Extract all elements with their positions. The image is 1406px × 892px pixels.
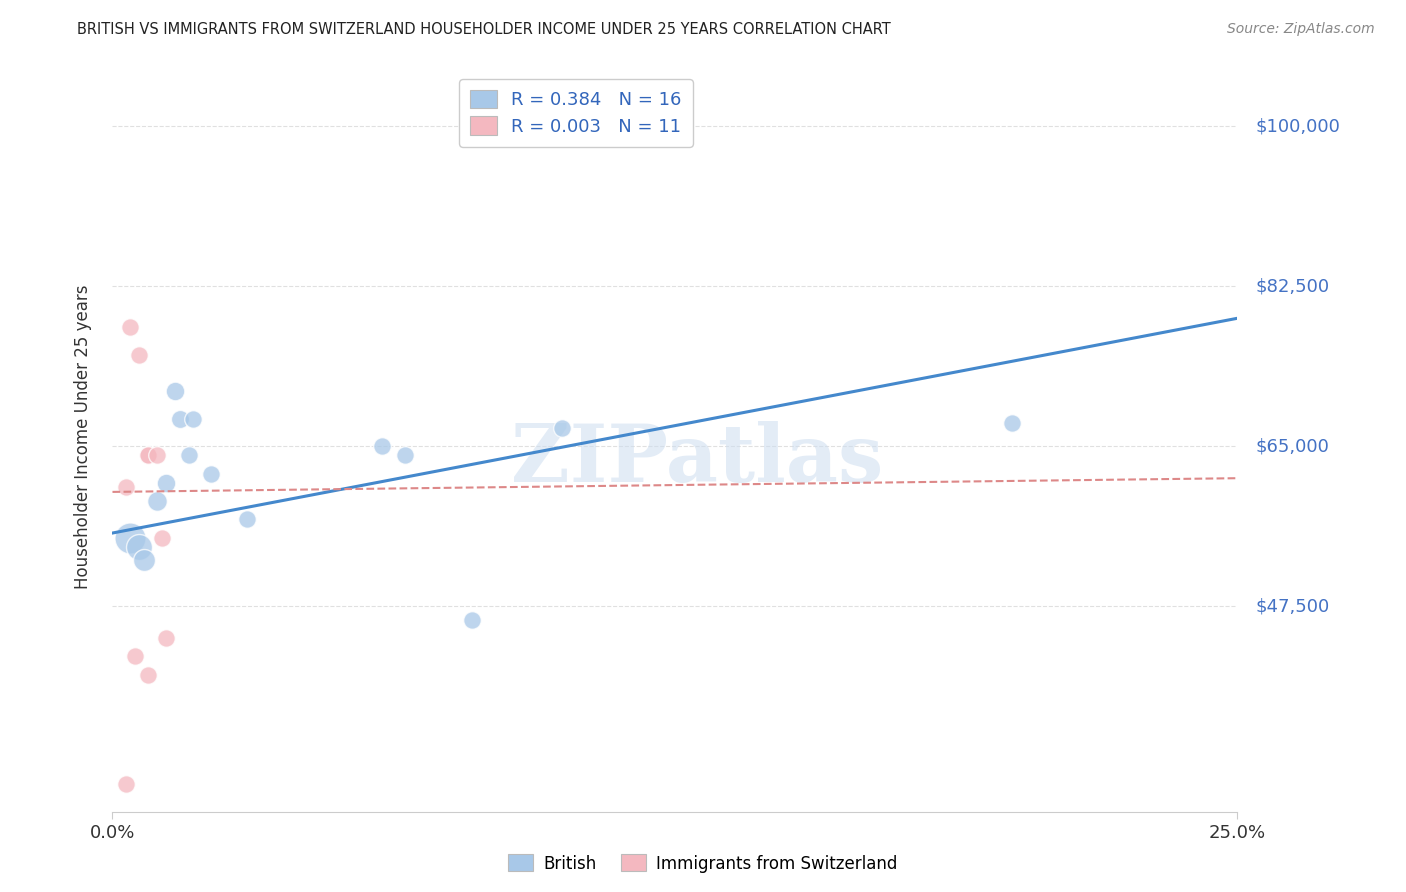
Point [115, 777, 138, 791]
Point [155, 475, 177, 490]
Point [155, 631, 177, 645]
Text: $100,000: $100,000 [1256, 118, 1340, 136]
Point [138, 448, 160, 462]
Point [115, 480, 138, 494]
Point [120, 531, 142, 545]
Point [128, 540, 150, 554]
Text: ZIPatlas: ZIPatlas [512, 420, 883, 499]
Point [150, 531, 173, 545]
Point [551, 421, 574, 435]
Point [165, 384, 187, 399]
Point [200, 467, 222, 481]
Y-axis label: Householder Income Under 25 years: Householder Income Under 25 years [73, 285, 91, 590]
Point [169, 412, 191, 426]
Text: $65,000: $65,000 [1256, 437, 1329, 455]
Point [371, 439, 394, 453]
Point [146, 448, 169, 462]
Point [461, 613, 484, 627]
Point [1001, 417, 1024, 431]
Point [146, 494, 169, 508]
Point [177, 448, 200, 462]
Point [183, 412, 205, 426]
Point [236, 512, 259, 526]
Point [394, 448, 416, 462]
Point [138, 448, 160, 462]
Legend: British, Immigrants from Switzerland: British, Immigrants from Switzerland [502, 847, 904, 880]
Point [124, 649, 146, 664]
Text: $47,500: $47,500 [1256, 597, 1330, 615]
Point [128, 348, 150, 362]
Point [138, 667, 160, 681]
Text: Source: ZipAtlas.com: Source: ZipAtlas.com [1227, 22, 1375, 37]
Point [120, 320, 142, 334]
Point [132, 553, 155, 567]
Text: BRITISH VS IMMIGRANTS FROM SWITZERLAND HOUSEHOLDER INCOME UNDER 25 YEARS CORRELA: BRITISH VS IMMIGRANTS FROM SWITZERLAND H… [77, 22, 891, 37]
Text: $82,500: $82,500 [1256, 277, 1330, 295]
Legend: R = 0.384   N = 16, R = 0.003   N = 11: R = 0.384 N = 16, R = 0.003 N = 11 [458, 79, 693, 146]
